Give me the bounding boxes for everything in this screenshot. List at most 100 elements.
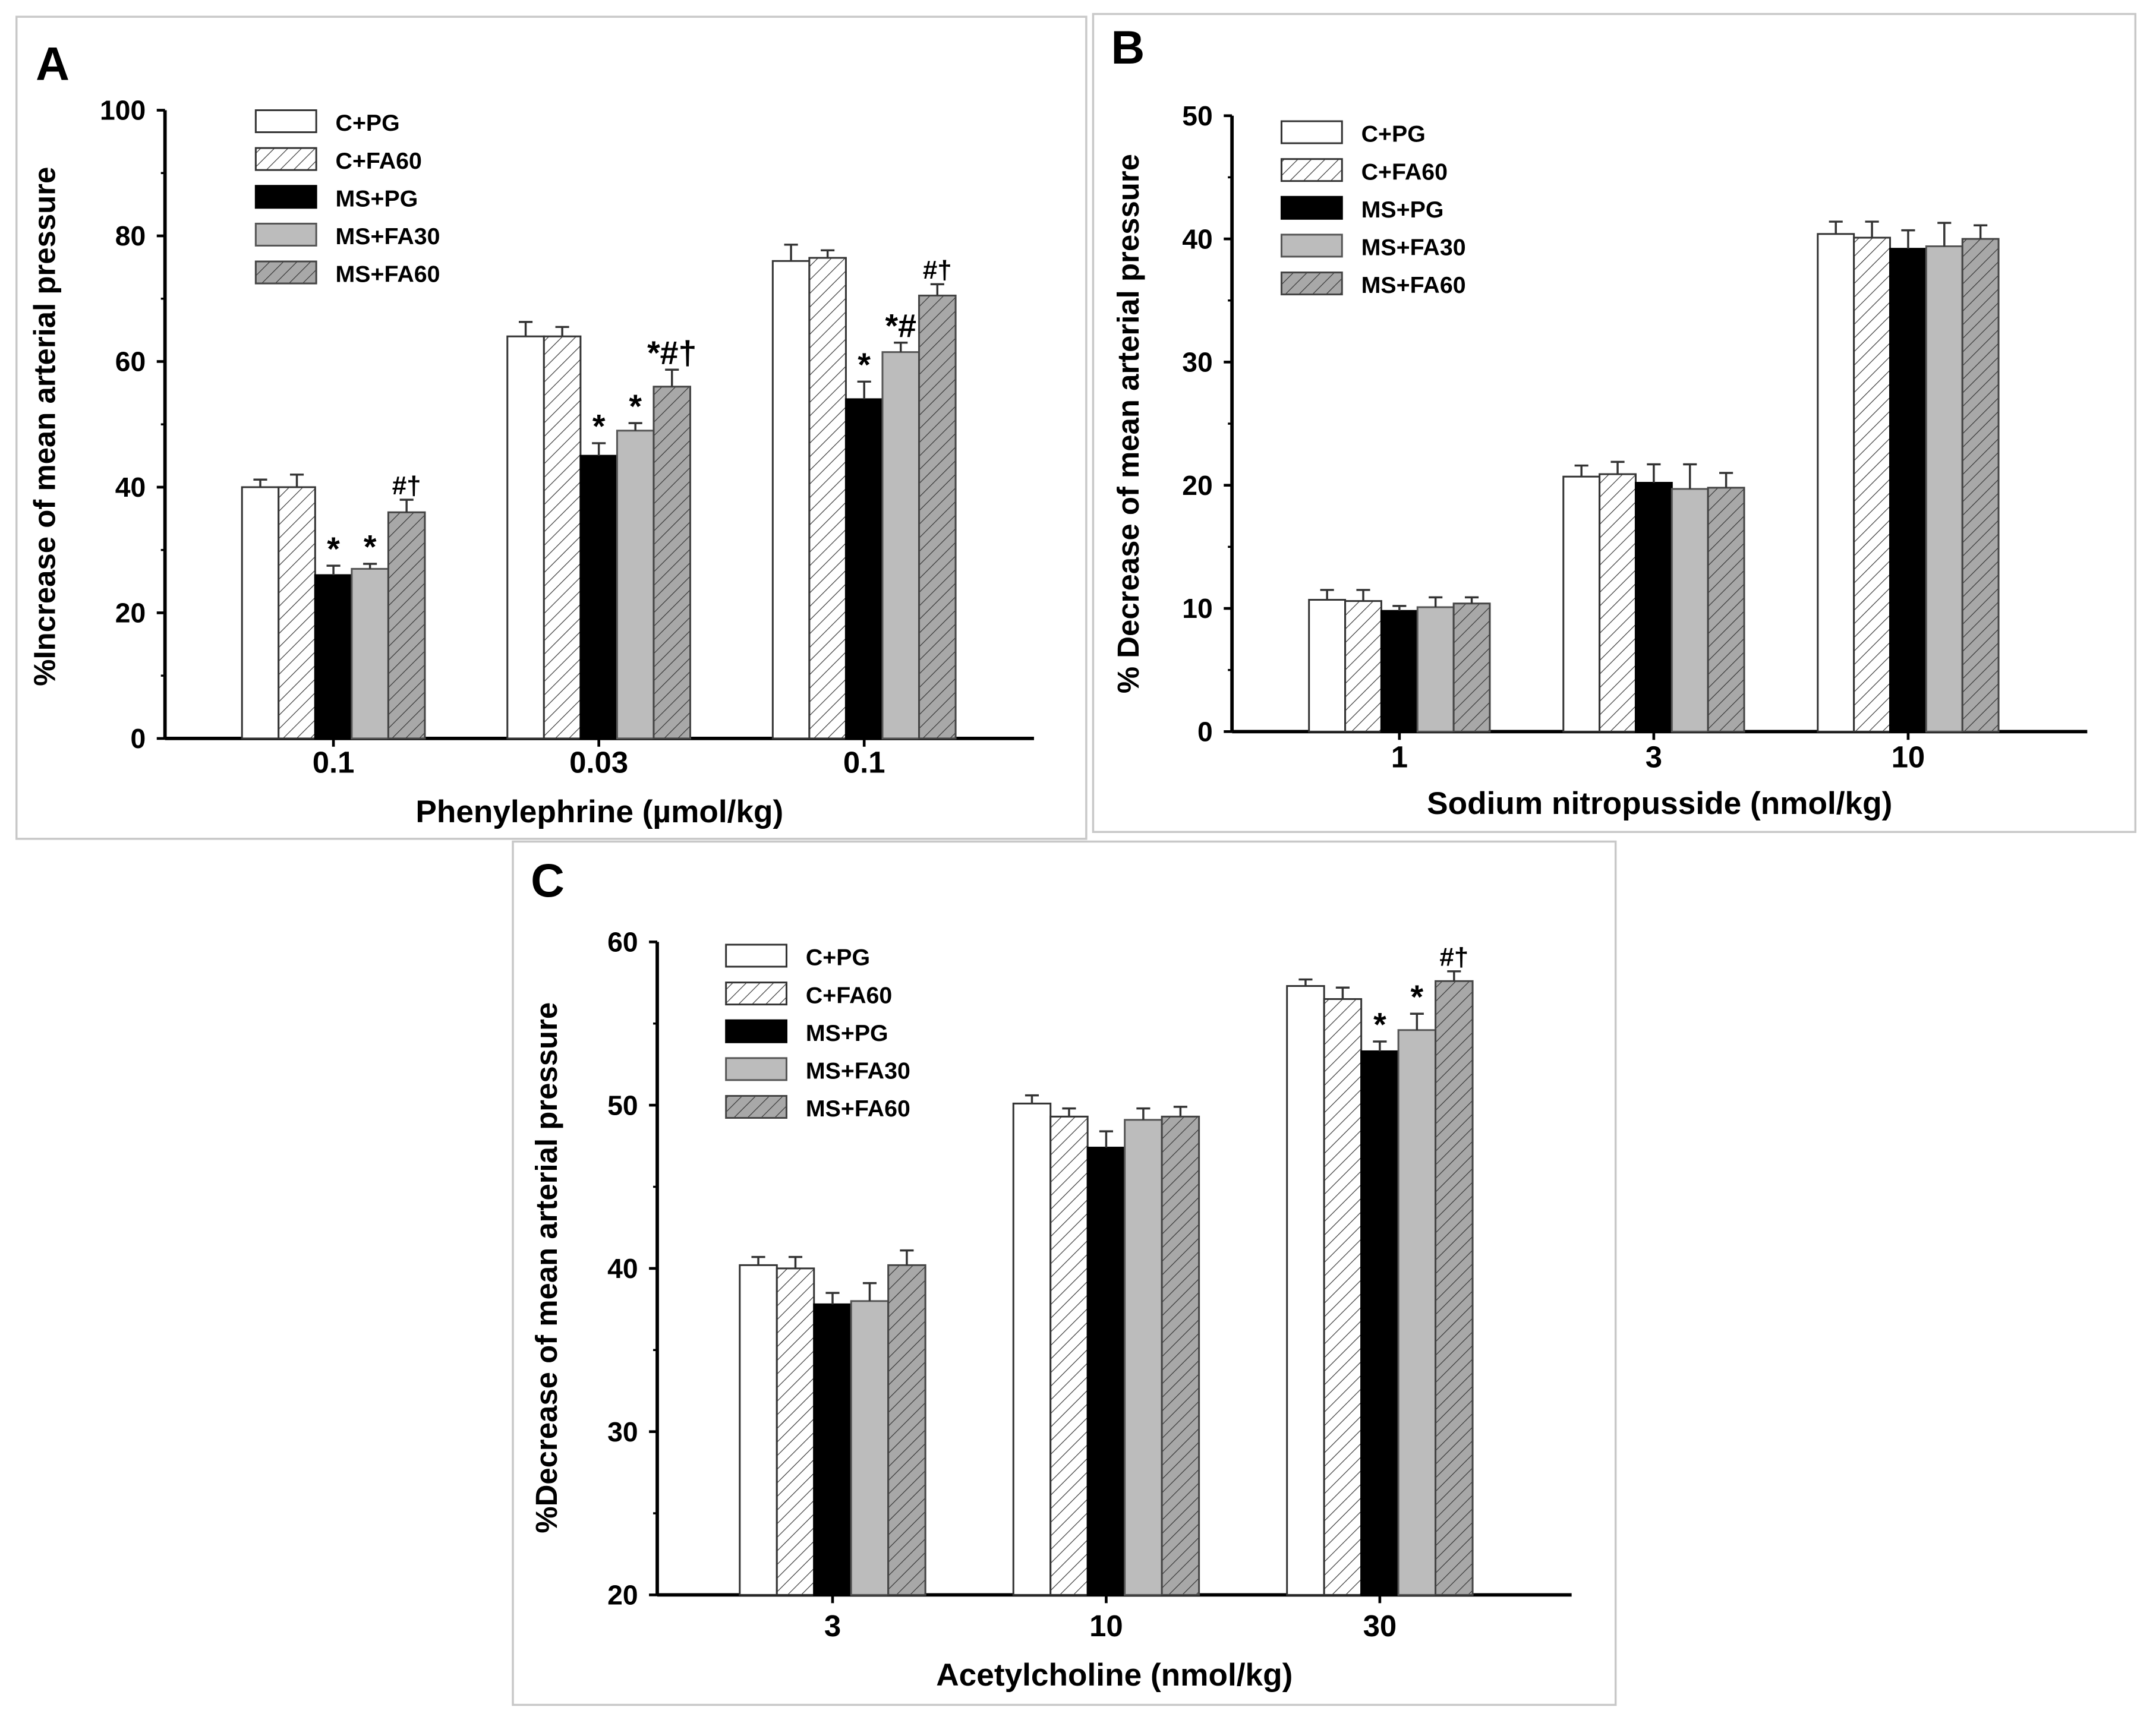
- bar: [1416, 606, 1455, 733]
- significance-label: *: [1373, 1006, 1386, 1043]
- bar: [881, 351, 921, 740]
- bar: [1961, 238, 2000, 733]
- bar: [241, 486, 280, 740]
- significance-label: *: [327, 531, 340, 567]
- legend-label: C+PG: [336, 110, 400, 136]
- legend-swatch: [1280, 195, 1343, 220]
- significance-label: #†: [923, 255, 952, 285]
- significance-label: *: [858, 346, 871, 383]
- x-tick-label: 10: [1089, 1609, 1123, 1643]
- bar: [653, 386, 692, 740]
- bar: [771, 260, 811, 740]
- legend-label: C+FA60: [336, 148, 422, 174]
- bar: [506, 335, 545, 740]
- y-tick-label: 20: [115, 598, 146, 629]
- bar: [1124, 1119, 1163, 1596]
- bar: [543, 335, 582, 740]
- y-tick-label: 10: [1182, 593, 1212, 624]
- x-tick-label: 3: [1646, 740, 1662, 774]
- bar: [850, 1300, 890, 1596]
- bar: [1670, 488, 1709, 733]
- legend-swatch: [725, 1094, 787, 1119]
- legend-label: MS+PG: [1361, 197, 1444, 223]
- bar: [1344, 600, 1382, 733]
- legend-swatch: [725, 943, 787, 968]
- bar: [1707, 487, 1745, 733]
- legend-swatch: [254, 109, 317, 134]
- x-tick-label: 0.1: [843, 746, 885, 780]
- y-tick-label: 40: [115, 472, 146, 503]
- bar: [739, 1264, 778, 1596]
- bar: [1435, 980, 1474, 1596]
- bar: [1925, 245, 1963, 733]
- bar: [579, 455, 618, 740]
- y-tick-label: 20: [1182, 470, 1212, 501]
- bar: [1397, 1029, 1437, 1596]
- legend-label: C+FA60: [1361, 159, 1448, 185]
- bar: [1562, 475, 1601, 733]
- y-tick-label: 30: [607, 1416, 638, 1447]
- x-tick-label: 0.1: [313, 746, 355, 780]
- bar: [1360, 1050, 1399, 1596]
- bar: [776, 1267, 815, 1596]
- legend-swatch: [1280, 120, 1343, 144]
- legend-swatch: [254, 185, 317, 209]
- panel-b: B 0 10 20 30 40 50 % Decrease of mean arterial …: [1092, 12, 2137, 833]
- y-tick-label: 0: [1197, 717, 1213, 747]
- legend-label: C+FA60: [806, 982, 892, 1008]
- y-axis-label: %Increase of mean arterial pressure: [28, 167, 62, 686]
- bar: [887, 1264, 926, 1596]
- x-tick-label: 0.03: [569, 746, 628, 780]
- bar: [813, 1303, 852, 1596]
- legend-swatch: [725, 982, 787, 1006]
- bar: [278, 486, 316, 740]
- bar: [1599, 473, 1637, 733]
- legend-swatch: [1280, 272, 1343, 296]
- significance-label: *: [1411, 979, 1424, 1015]
- y-tick-label: 50: [607, 1090, 638, 1121]
- bar: [1634, 482, 1673, 733]
- bar: [1323, 998, 1363, 1596]
- legend-label: MS+FA30: [336, 223, 440, 250]
- bar: [918, 294, 957, 740]
- bar: [1452, 602, 1491, 733]
- bar: [1012, 1102, 1052, 1596]
- legend-label: MS+FA60: [806, 1096, 910, 1122]
- panel-frame: [1092, 12, 2137, 833]
- significance-label: *#: [885, 308, 916, 345]
- panel-label: B: [1111, 21, 1145, 74]
- legend-label: MS+FA30: [806, 1058, 910, 1084]
- bar: [1086, 1147, 1126, 1596]
- bar: [1889, 248, 1927, 733]
- legend-swatch: [254, 260, 317, 285]
- legend-swatch: [254, 147, 317, 171]
- bar: [351, 567, 389, 740]
- y-tick-label: 60: [115, 346, 146, 377]
- bar: [1380, 610, 1419, 733]
- legend-swatch: [254, 222, 317, 247]
- significance-label: #†: [1439, 943, 1468, 972]
- legend-swatch: [725, 1057, 787, 1081]
- x-tick-label: 3: [824, 1609, 841, 1643]
- bar: [1308, 599, 1347, 733]
- y-tick-label: 0: [131, 723, 146, 754]
- y-tick-label: 20: [607, 1580, 638, 1611]
- significance-label: *: [592, 408, 606, 445]
- x-axis-label: Acetylcholine (nmol/kg): [936, 1658, 1293, 1693]
- bar: [1286, 985, 1325, 1596]
- y-tick-label: 30: [1182, 347, 1212, 378]
- legend-label: C+PG: [1361, 121, 1426, 147]
- legend-label: MS+PG: [806, 1020, 888, 1046]
- panel-c: C 20 30 40 50 60 %Decrease of mean arterial pr…: [512, 840, 1617, 1706]
- x-tick-label: 30: [1363, 1609, 1397, 1643]
- y-axis-label: %Decrease of mean arterial pressure: [529, 1002, 563, 1533]
- bar: [844, 398, 884, 740]
- bar: [387, 511, 426, 740]
- bar: [314, 574, 353, 740]
- y-tick-label: 80: [115, 220, 146, 251]
- bar: [616, 430, 655, 740]
- significance-label: *: [364, 529, 377, 566]
- bar: [1161, 1115, 1200, 1596]
- significance-label: *#†: [647, 334, 696, 371]
